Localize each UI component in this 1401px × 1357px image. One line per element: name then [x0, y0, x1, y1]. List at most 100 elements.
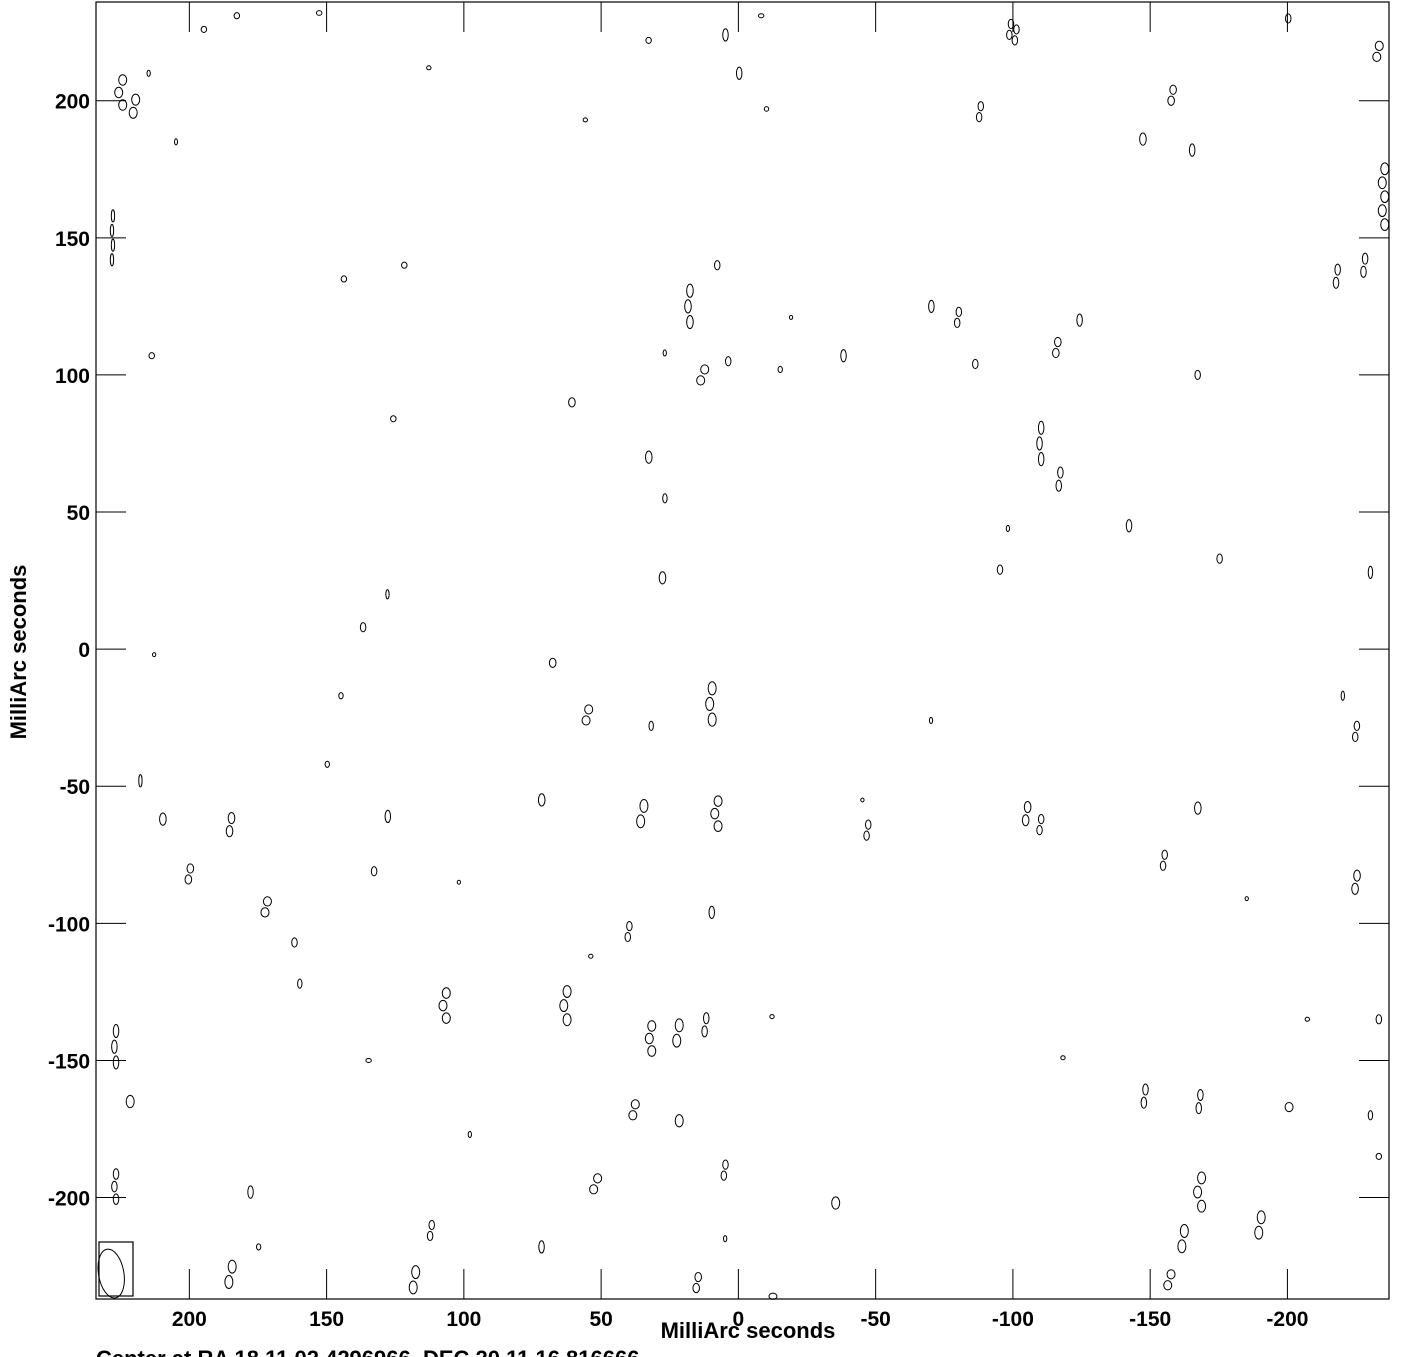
contour-lobe	[1254, 1225, 1264, 1240]
contour-lobe	[1057, 466, 1064, 479]
contour-lobe	[722, 1159, 729, 1170]
contour-lobe	[955, 306, 963, 317]
plot-frame	[95, 1, 1390, 1300]
contour-lobe	[639, 799, 649, 813]
contour-lobe	[972, 358, 979, 370]
contour-lobe	[1169, 84, 1177, 95]
x-tick-label: 200	[172, 1308, 207, 1331]
contour-lobe	[385, 589, 390, 600]
x-tick-label: -150	[1129, 1308, 1171, 1331]
contour-lobe	[1256, 1210, 1266, 1225]
contour-lobe	[1361, 252, 1369, 265]
contour-lobe	[1055, 479, 1062, 492]
contour-lobe	[684, 299, 692, 314]
contour-lobe	[1139, 132, 1147, 146]
contour-lobe	[701, 1025, 708, 1038]
contour-lobe	[645, 36, 652, 44]
contour-lobe	[1340, 690, 1345, 701]
contour-lobe	[324, 760, 330, 768]
y-tick-label: -50	[60, 776, 90, 799]
beam-ellipse	[97, 1248, 125, 1299]
contour-lobe	[863, 830, 870, 841]
contour-lobe	[114, 86, 124, 99]
contour-lobe	[705, 696, 715, 712]
contour-lobe	[1060, 1055, 1066, 1061]
contour-lobe	[1284, 1101, 1294, 1113]
x-tick-label: -200	[1266, 1308, 1308, 1331]
contour-lobe	[658, 571, 667, 585]
contour-lobe	[112, 1168, 120, 1180]
contour-lobe	[928, 299, 935, 314]
contour-lobe	[315, 10, 323, 16]
contour-lobe	[370, 866, 378, 877]
contour-lobe	[1380, 162, 1390, 176]
x-axis-title: MilliArc seconds	[661, 1318, 836, 1343]
contour-lobe	[1197, 1088, 1204, 1102]
contour-lobe	[1037, 420, 1045, 435]
footer-center-text: Center at RA 18 11 02.4296966, DEC 20 11…	[96, 1346, 639, 1357]
contour-lobe	[291, 937, 298, 948]
contour-lobe	[408, 1280, 418, 1295]
contour-lobe	[1377, 204, 1387, 218]
contour-lobe	[184, 874, 193, 885]
contour-lobe	[707, 681, 717, 696]
contour-lobe	[441, 987, 451, 999]
contour-lobe	[118, 74, 128, 86]
contour-lobe	[340, 275, 348, 283]
x-tick-label: 50	[589, 1308, 612, 1331]
contour-lobe	[548, 657, 557, 668]
contour-lobe	[1013, 24, 1020, 35]
contour-lobe	[537, 793, 546, 807]
contour-lobe	[686, 283, 694, 298]
contour-lobe	[109, 253, 115, 267]
x-tick-label: -100	[992, 1308, 1034, 1331]
contour-lobe	[1367, 565, 1374, 579]
contour-lobe	[1125, 519, 1133, 533]
y-axis-title: MilliArc seconds	[6, 565, 31, 740]
contour-lobe	[562, 985, 572, 998]
contour-lobe	[1142, 1083, 1149, 1096]
contour-lobe	[1194, 801, 1202, 815]
contour-lobe	[1375, 1014, 1383, 1025]
contour-lobe	[630, 1099, 640, 1110]
contour-lobe	[1377, 176, 1387, 190]
contour-lobe	[589, 1184, 599, 1195]
contour-lobe	[1372, 51, 1382, 62]
contour-lobe	[118, 99, 128, 111]
contour-lobe	[225, 825, 234, 838]
contour-lobe	[262, 896, 272, 907]
contour-lobe	[260, 907, 270, 918]
contour-lobe	[159, 812, 167, 826]
contour-lobe	[538, 1240, 545, 1254]
contour-lobe	[297, 978, 303, 989]
contour-lobe	[1304, 1016, 1310, 1022]
contour-lobe	[1244, 896, 1249, 902]
contour-lobe	[112, 1055, 120, 1070]
contour-lobe	[864, 819, 872, 830]
contour-lobe	[1351, 882, 1359, 895]
contour-lobe	[247, 1185, 254, 1199]
contour-lobe	[708, 905, 715, 920]
contour-lobe	[723, 1235, 728, 1243]
contour-lobe	[628, 1110, 638, 1121]
x-tick-label: -50	[860, 1308, 890, 1331]
y-tick-label: 50	[67, 502, 90, 525]
contour-lobe	[624, 931, 631, 943]
contour-lobe	[1375, 1152, 1383, 1160]
contour-lobe	[1167, 95, 1175, 106]
contour-lobe	[1159, 860, 1167, 871]
contour-lobe	[1011, 35, 1019, 46]
contour-lobe	[700, 364, 710, 375]
contour-lobe	[401, 261, 408, 269]
contour-lobe	[384, 809, 392, 824]
contour-lobe	[768, 1292, 778, 1300]
contour-lobe	[1023, 801, 1032, 814]
contour-lobe	[831, 1196, 841, 1210]
contour-lobe	[138, 774, 143, 788]
contour-lobe	[110, 209, 116, 223]
x-tick-label: 100	[446, 1308, 481, 1331]
contour-lobe	[1351, 731, 1359, 742]
contour-lobe	[111, 1180, 118, 1193]
contour-lobe	[1353, 720, 1361, 732]
